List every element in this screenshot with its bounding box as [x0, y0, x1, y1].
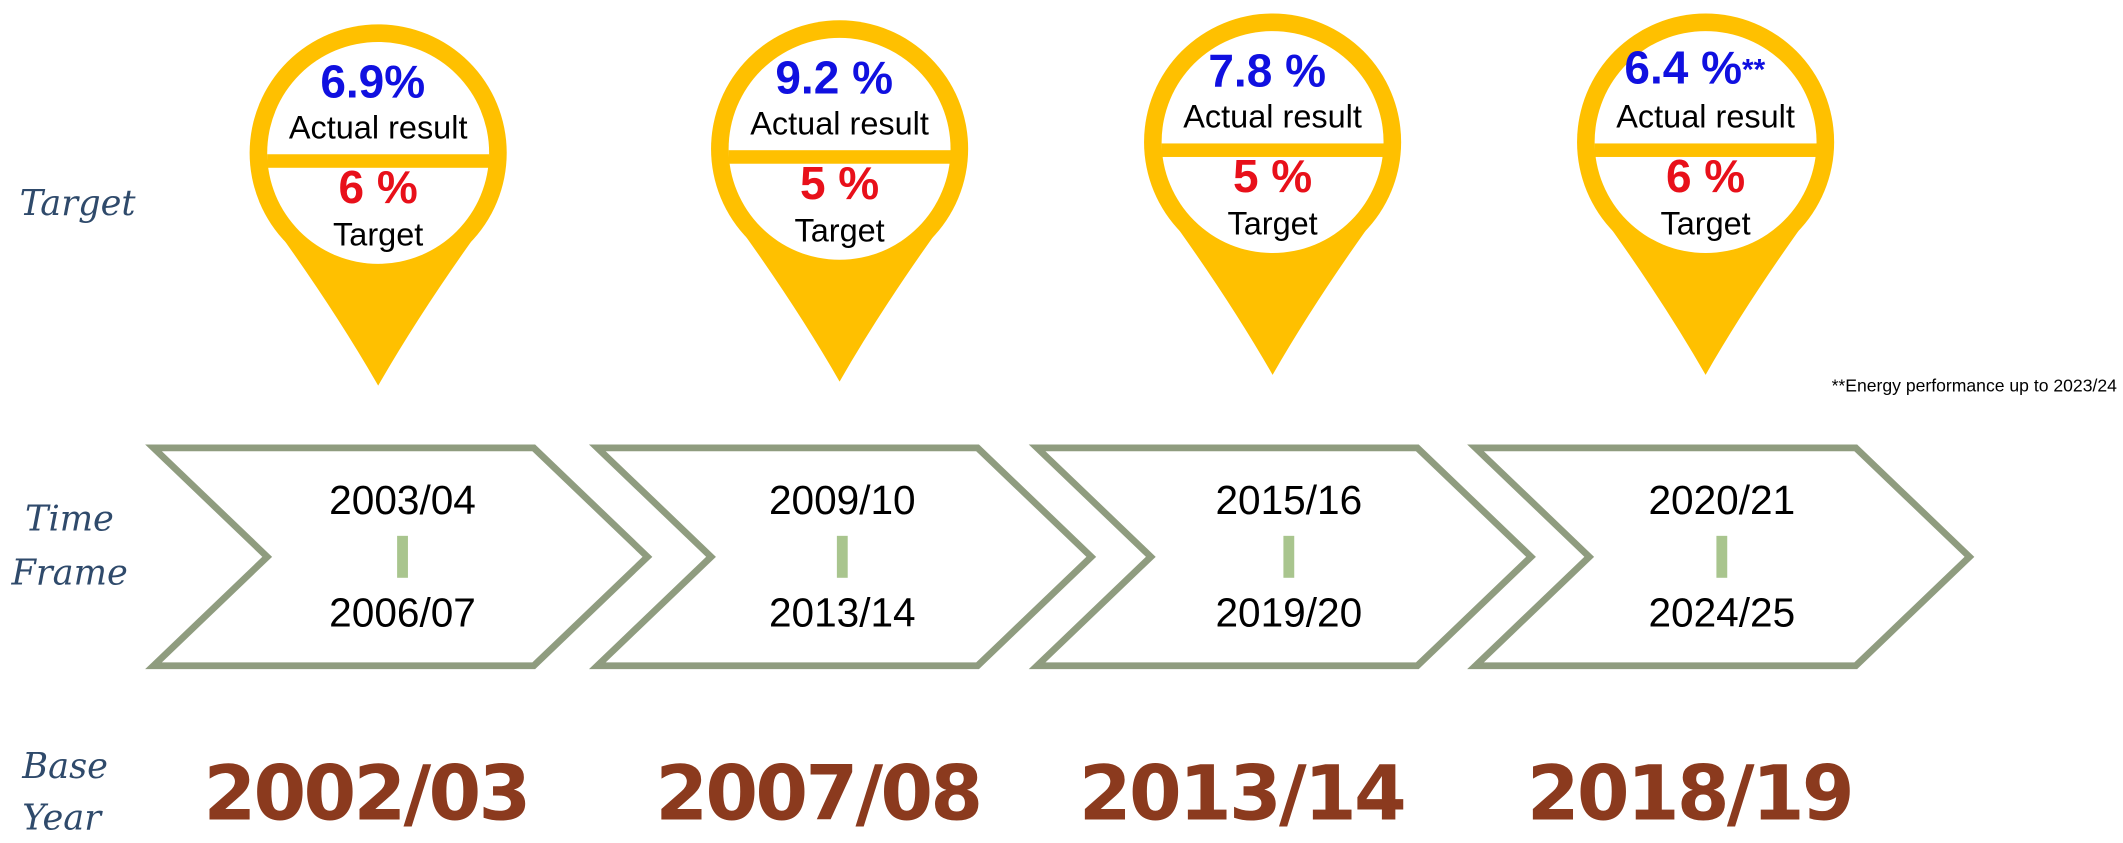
target-label: Target: [333, 216, 423, 252]
pin-divider: [1594, 143, 1817, 157]
target-label: Target: [1660, 206, 1750, 242]
start-year: 2015/16: [1215, 477, 1362, 523]
pin-inner: [267, 41, 490, 264]
end-year: 2013/14: [769, 589, 916, 635]
actual-value: 6.4 %**: [1624, 42, 1765, 94]
range-bar: [1716, 535, 1728, 578]
base-year: 2018/19: [1527, 749, 1852, 837]
start-year: 2020/21: [1648, 477, 1795, 523]
actual-value: 7.8 %: [1208, 45, 1326, 97]
start-year: 2009/10: [769, 477, 916, 523]
actual-value: 9.2 %: [775, 51, 893, 103]
target-value: 5 %: [800, 157, 879, 209]
actual-label: Actual result: [1616, 99, 1795, 135]
start-year: 2003/04: [329, 477, 476, 523]
pin-inner: [1161, 31, 1384, 254]
actual-label: Actual result: [289, 109, 468, 145]
range-bar: [836, 535, 848, 578]
row-label: Year: [22, 797, 103, 838]
pin-divider: [267, 154, 490, 168]
range-bar: [1283, 535, 1295, 578]
row-label: Frame: [10, 553, 127, 594]
actual-value: 6.9%: [320, 55, 425, 107]
pin-divider: [728, 150, 951, 164]
actual-value: 6.4 %: [1624, 42, 1742, 94]
base-year: 2013/14: [1079, 749, 1404, 837]
target-value: 6 %: [1666, 150, 1745, 202]
pin-divider: [1161, 143, 1384, 157]
end-year: 2024/25: [1648, 589, 1795, 635]
row-label: Time: [25, 498, 114, 539]
actual-label: Actual result: [750, 105, 929, 141]
target-value: 5 %: [1233, 150, 1312, 202]
target-label: Target: [794, 212, 884, 248]
row-label: Target: [20, 183, 137, 224]
actual-label: Actual result: [1183, 99, 1362, 135]
base-year: 2002/03: [203, 749, 528, 837]
pin-inner: [728, 37, 951, 260]
pin-inner: [1594, 31, 1817, 254]
end-year: 2019/20: [1215, 589, 1362, 635]
target-value: 6 %: [339, 161, 418, 213]
row-label: Base: [21, 746, 108, 787]
actual-note: **: [1742, 54, 1766, 87]
base-year: 2007/08: [655, 749, 980, 837]
footnote: **Energy performance up to 2023/24: [1832, 376, 2118, 396]
end-year: 2006/07: [329, 589, 476, 635]
target-label: Target: [1227, 206, 1317, 242]
range-bar: [397, 535, 408, 578]
